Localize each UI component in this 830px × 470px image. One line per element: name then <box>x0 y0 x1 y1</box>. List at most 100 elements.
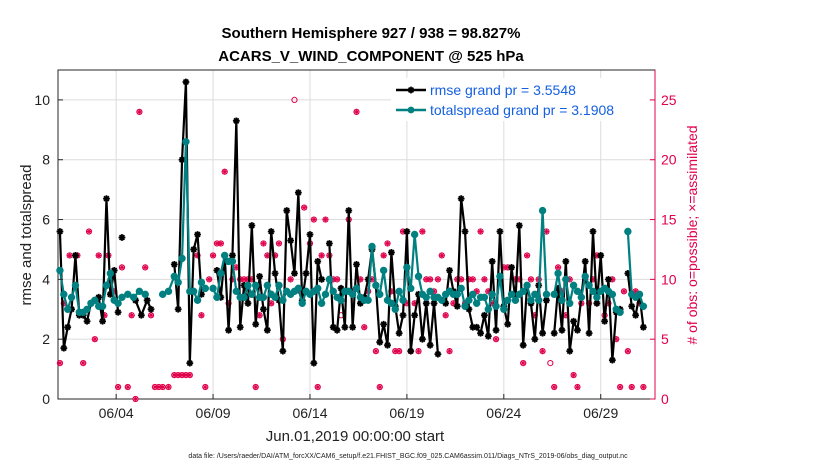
rmse-point <box>118 234 126 241</box>
obs-assimilated-marker <box>155 384 162 391</box>
totalspread-point <box>271 293 279 302</box>
totalspread-point <box>182 138 190 146</box>
obs-assimilated-marker <box>392 348 399 355</box>
obs-assimilated-marker <box>56 360 63 367</box>
rmse-point <box>376 338 384 346</box>
obs-assimilated-marker <box>586 300 593 307</box>
totalspread-point <box>124 290 132 299</box>
rmse-point <box>446 266 453 274</box>
rmse-point <box>419 335 426 343</box>
totalspread-point <box>550 290 558 299</box>
rmse-point <box>329 323 337 331</box>
totalspread-point <box>554 269 562 278</box>
obs-assimilated-marker <box>446 348 453 355</box>
legend-totalspread-label: totalspread grand pr = 3.1908 <box>430 102 614 118</box>
obs-assimilated-marker <box>504 264 511 271</box>
obs-assimilated-marker <box>489 300 496 307</box>
obs-assimilated-marker <box>318 252 325 259</box>
rmse-point <box>310 359 318 367</box>
obs-assimilated-marker <box>574 384 581 391</box>
rmse-point <box>232 117 240 125</box>
totalspread-point <box>178 254 186 263</box>
rmse-point <box>353 261 360 268</box>
rmse-point <box>632 311 640 319</box>
obs-assimilated-marker <box>272 252 279 259</box>
rmse-point <box>114 308 122 316</box>
legend-rmse-marker <box>407 86 415 94</box>
rmse-point <box>585 329 593 337</box>
rmse-point <box>170 261 178 268</box>
rmse-point <box>306 231 314 238</box>
rmse-point <box>554 284 562 292</box>
rmse-point <box>484 332 492 340</box>
x-tick-label: 06/19 <box>389 405 424 421</box>
rmse-point <box>395 329 403 337</box>
obs-assimilated-marker <box>458 276 465 283</box>
totalspread-point <box>507 290 516 299</box>
rmse-point <box>566 347 574 355</box>
data-file-footer: data file: /Users/raeder/DAI/ATM_forcXX/… <box>188 453 628 460</box>
obs-assimilated-marker <box>101 312 108 319</box>
rmse-point <box>384 341 391 349</box>
right-y-axis-ticks: 0 5 10 15 20 25 <box>650 92 677 407</box>
totalspread-point <box>407 284 415 293</box>
series-lines <box>56 78 648 367</box>
obs-assimilated-marker <box>388 288 395 295</box>
obs-assimilated-marker <box>473 288 480 295</box>
obs-assimilated-marker <box>500 264 507 271</box>
y-left-tick-label: 2 <box>42 331 50 347</box>
totalspread-point <box>558 296 566 304</box>
rmse-point <box>333 326 341 334</box>
obs-assimilated-marker <box>206 276 213 283</box>
rmse-point <box>558 326 566 334</box>
totalspread-point <box>213 293 221 302</box>
rmse-point <box>461 228 469 235</box>
obs-assimilated-marker <box>465 276 472 283</box>
obs-assimilated-marker <box>376 384 383 391</box>
obs-assimilated-marker <box>450 300 457 307</box>
totalspread-point <box>562 275 570 284</box>
rmse-point <box>465 305 473 313</box>
obs-assimilated-marker <box>415 348 422 355</box>
y-left-tick-label: 10 <box>34 92 50 108</box>
rmse-point <box>481 311 488 319</box>
obs-possible-marker <box>291 96 298 104</box>
rmse-point <box>252 320 260 328</box>
obs-assimilated-marker <box>151 384 158 391</box>
rmse-point <box>325 240 333 247</box>
rmse-point <box>229 252 236 259</box>
obs-assimilated-marker <box>264 252 271 259</box>
obs-assimilated-marker <box>411 300 418 307</box>
rmse-point <box>430 299 438 307</box>
totalspread-point <box>403 263 411 272</box>
totalspread-point <box>585 281 593 290</box>
totalspread-point <box>581 272 589 281</box>
rmse-point <box>291 269 298 277</box>
rmse-point <box>403 228 411 235</box>
obs-assimilated-marker <box>605 300 612 307</box>
obs-assimilated-marker <box>229 276 236 283</box>
totalspread-point <box>639 302 648 310</box>
rmse-point <box>236 323 244 331</box>
totalspread-point <box>569 281 578 290</box>
rmse-point <box>248 222 256 229</box>
rmse-point <box>225 326 232 334</box>
obs-assimilated-marker <box>194 252 201 259</box>
rmse-point <box>147 305 155 313</box>
y-right-tick-label: 10 <box>661 271 677 287</box>
totalspread-point <box>368 242 376 251</box>
obs-assimilated-marker <box>334 276 341 283</box>
totalspread-point <box>298 299 306 307</box>
rmse-point <box>56 228 64 235</box>
rmse-point <box>574 326 581 334</box>
rmse-point <box>562 258 570 265</box>
totalspread-point <box>209 284 217 293</box>
rmse-point <box>318 275 326 283</box>
obs-assimilated-marker <box>361 324 368 331</box>
totalspread-point <box>259 293 268 302</box>
obs-assimilated-marker <box>198 312 205 319</box>
totalspread-point <box>232 287 241 296</box>
totalspread-point <box>141 290 149 299</box>
rmse-point <box>639 323 647 331</box>
obs-assimilated-marker <box>555 264 562 271</box>
